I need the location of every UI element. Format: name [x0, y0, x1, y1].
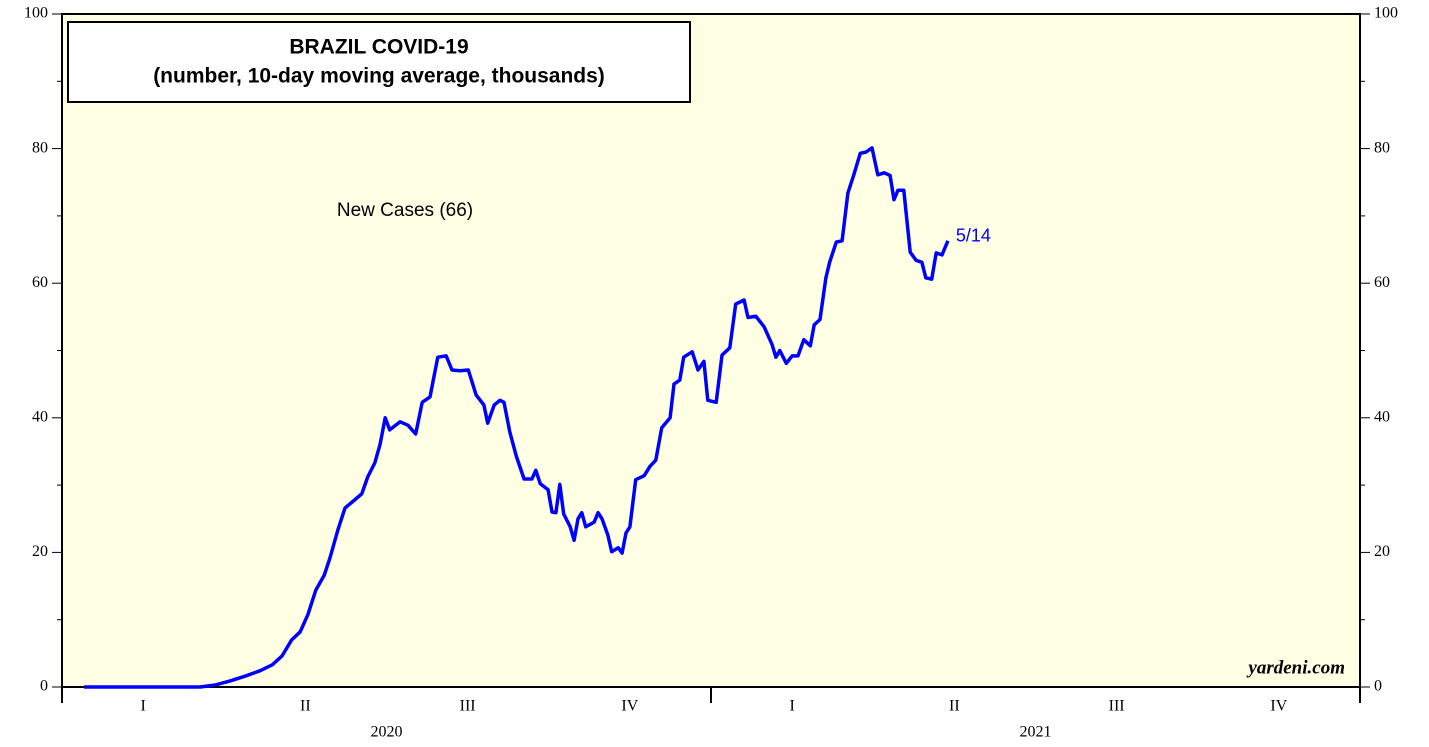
x-tick-label: I — [789, 698, 794, 715]
y2-tick-label: 0 — [1374, 678, 1382, 695]
y2-tick-label: 80 — [1374, 139, 1390, 156]
end-label: 5/14 — [956, 226, 991, 246]
source: yardeni.com — [1246, 657, 1345, 678]
chart-title: BRAZIL COVID-19 — [289, 36, 468, 59]
y-tick-label: 80 — [32, 139, 48, 156]
chart-subtitle: (number, 10-day moving average, thousand… — [153, 65, 605, 88]
plot-area — [61, 13, 1361, 688]
series-label: New Cases (66) — [337, 200, 473, 221]
y-tick-label: 20 — [32, 543, 48, 560]
y2-tick-label: 100 — [1374, 5, 1398, 22]
x-tick-label: III — [1109, 698, 1125, 715]
x-tick-label: IV — [1270, 698, 1287, 715]
y2-tick-label: 20 — [1374, 543, 1390, 560]
x-tick-label: IV — [621, 698, 638, 715]
x-tick-label: III — [460, 698, 476, 715]
x-year-label: 2020 — [371, 724, 403, 741]
y2-tick-label: 40 — [1374, 408, 1390, 425]
x-tick-label: I — [140, 698, 145, 715]
title-box — [67, 21, 691, 103]
series-line — [84, 146, 950, 689]
y-tick-label: 60 — [32, 274, 48, 291]
x-tick-label: II — [949, 698, 960, 715]
x-year-label: 2021 — [1020, 724, 1052, 741]
y-tick-label: 0 — [40, 678, 48, 695]
x-tick-label: II — [300, 698, 311, 715]
y-tick-label: 40 — [32, 408, 48, 425]
y-tick-label: 100 — [24, 5, 48, 22]
y2-tick-label: 60 — [1374, 274, 1390, 291]
